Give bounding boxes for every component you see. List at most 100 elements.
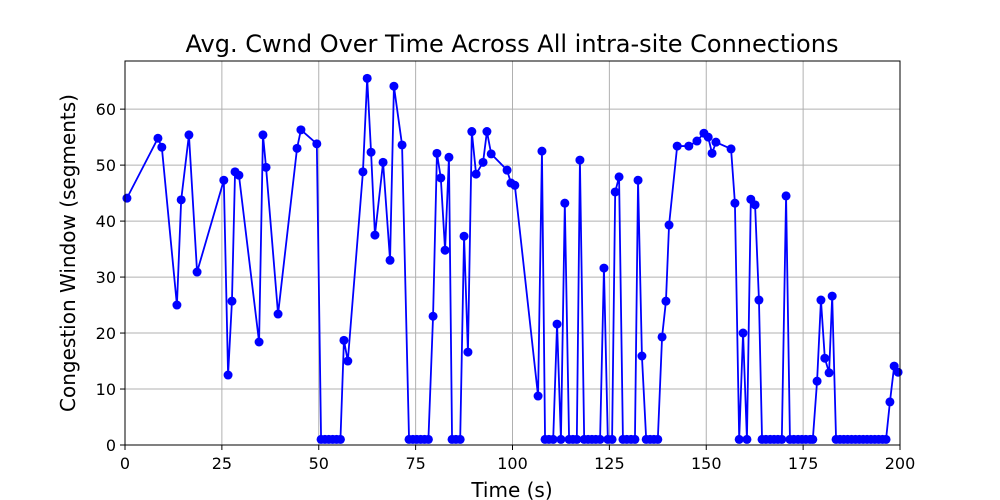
marker xyxy=(227,296,237,306)
marker xyxy=(459,231,469,241)
marker xyxy=(254,337,264,347)
marker xyxy=(157,142,167,152)
marker xyxy=(781,191,791,201)
marker xyxy=(385,255,395,265)
marker xyxy=(664,220,674,230)
marker xyxy=(358,167,368,177)
marker xyxy=(482,127,492,137)
marker xyxy=(738,328,748,338)
marker xyxy=(176,195,186,205)
x-tick-label: 100 xyxy=(497,454,528,473)
marker xyxy=(192,267,202,277)
marker xyxy=(560,198,570,208)
marker xyxy=(234,170,244,180)
marker xyxy=(463,347,473,357)
marker xyxy=(366,147,376,157)
marker xyxy=(881,434,891,444)
marker xyxy=(684,141,694,151)
marker xyxy=(633,175,643,185)
marker xyxy=(471,169,481,179)
marker xyxy=(537,146,547,156)
y-tick-label: 20 xyxy=(96,324,116,343)
y-tick-label: 10 xyxy=(96,380,116,399)
marker xyxy=(750,200,760,210)
marker xyxy=(428,311,438,321)
marker xyxy=(122,193,132,203)
x-axis-label: Time (s) xyxy=(470,478,552,500)
marker xyxy=(820,353,830,363)
marker xyxy=(436,173,446,183)
marker xyxy=(707,148,717,158)
marker xyxy=(730,198,740,208)
marker xyxy=(607,434,617,444)
marker xyxy=(339,335,349,345)
marker xyxy=(575,155,585,165)
marker xyxy=(885,397,895,407)
marker xyxy=(703,132,713,142)
marker xyxy=(261,162,271,172)
marker xyxy=(556,434,566,444)
marker xyxy=(335,434,345,444)
marker xyxy=(502,165,512,175)
x-tick-label: 150 xyxy=(691,454,722,473)
marker xyxy=(486,149,496,159)
marker xyxy=(423,434,433,444)
marker xyxy=(258,130,268,140)
marker xyxy=(637,351,647,361)
marker xyxy=(548,434,558,444)
marker xyxy=(478,157,488,167)
marker xyxy=(219,175,229,185)
marker xyxy=(444,152,454,162)
marker xyxy=(812,376,822,386)
marker xyxy=(754,295,764,305)
marker xyxy=(432,148,442,158)
marker xyxy=(595,434,605,444)
marker xyxy=(467,127,477,137)
marker xyxy=(389,81,399,91)
marker xyxy=(614,172,624,182)
marker xyxy=(153,133,163,143)
y-tick-label: 40 xyxy=(96,212,116,231)
marker xyxy=(312,139,322,149)
marker xyxy=(292,143,302,153)
marker xyxy=(657,332,667,342)
marker xyxy=(742,434,752,444)
x-tick-label: 75 xyxy=(405,454,425,473)
marker xyxy=(672,141,682,151)
marker xyxy=(572,434,582,444)
marker xyxy=(533,391,543,401)
marker xyxy=(630,434,640,444)
chart-title: Avg. Cwnd Over Time Across All intra-sit… xyxy=(186,30,839,58)
marker xyxy=(661,296,671,306)
marker xyxy=(184,130,194,140)
marker xyxy=(455,434,465,444)
marker xyxy=(510,180,520,190)
marker xyxy=(397,140,407,150)
marker xyxy=(552,319,562,329)
marker xyxy=(692,136,702,146)
marker xyxy=(711,137,721,147)
marker xyxy=(172,300,182,310)
marker xyxy=(726,144,736,154)
x-tick-label: 0 xyxy=(120,454,130,473)
marker xyxy=(808,434,818,444)
x-tick-label: 25 xyxy=(212,454,232,473)
marker xyxy=(223,370,233,380)
marker xyxy=(827,291,837,301)
marker xyxy=(610,187,620,197)
plot xyxy=(122,73,903,444)
y-tick-label: 50 xyxy=(96,156,116,175)
marker xyxy=(343,356,353,366)
y-tick-label: 0 xyxy=(106,436,116,455)
y-axis-label: Congestion Window (segments) xyxy=(56,94,80,412)
marker xyxy=(273,309,283,319)
marker xyxy=(440,245,450,255)
marker xyxy=(777,434,787,444)
marker xyxy=(370,230,380,240)
y-tick-label: 30 xyxy=(96,268,116,287)
marker xyxy=(378,157,388,167)
marker xyxy=(653,434,663,444)
marker xyxy=(599,263,609,273)
